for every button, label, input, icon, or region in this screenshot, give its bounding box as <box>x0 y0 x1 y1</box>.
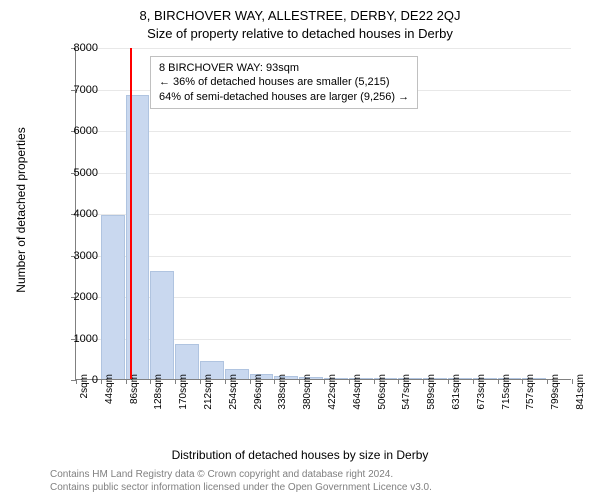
x-tick-mark <box>498 379 499 384</box>
y-tick-label: 3000 <box>74 250 98 262</box>
x-tick-label: 506sqm <box>377 374 388 410</box>
x-tick-mark <box>473 379 474 384</box>
x-tick-label: 2sqm <box>79 374 90 398</box>
marker-line <box>130 48 132 379</box>
x-tick-label: 841sqm <box>575 374 586 410</box>
y-tick-label: 5000 <box>74 167 98 179</box>
y-tick-label: 4000 <box>74 208 98 220</box>
x-tick-mark <box>101 379 102 384</box>
chart-title-sub: Size of property relative to detached ho… <box>0 26 600 41</box>
x-tick-label: 254sqm <box>228 374 239 410</box>
x-tick-mark <box>349 379 350 384</box>
annotation-line1: 8 BIRCHOVER WAY: 93sqm <box>159 61 409 75</box>
footer-line2: Contains public sector information licen… <box>50 481 432 494</box>
x-tick-mark <box>175 379 176 384</box>
grid-line <box>76 131 571 132</box>
x-tick-label: 799sqm <box>550 374 561 410</box>
x-tick-label: 589sqm <box>426 374 437 410</box>
x-tick-label: 338sqm <box>277 374 288 410</box>
x-tick-label: 212sqm <box>203 374 214 410</box>
x-tick-label: 170sqm <box>178 374 189 410</box>
x-tick-mark <box>274 379 275 384</box>
y-tick-label: 2000 <box>74 291 98 303</box>
x-tick-label: 547sqm <box>401 374 412 410</box>
y-tick-label: 1000 <box>74 333 98 345</box>
x-tick-mark <box>547 379 548 384</box>
x-tick-label: 673sqm <box>476 374 487 410</box>
x-tick-label: 715sqm <box>501 374 512 410</box>
y-tick-label: 6000 <box>74 125 98 137</box>
x-tick-mark <box>398 379 399 384</box>
x-tick-mark <box>225 379 226 384</box>
histogram-bar <box>150 271 174 379</box>
chart-title-main: 8, BIRCHOVER WAY, ALLESTREE, DERBY, DE22… <box>0 8 600 23</box>
annotation-box: 8 BIRCHOVER WAY: 93sqm ← 36% of detached… <box>150 56 418 109</box>
x-tick-label: 464sqm <box>352 374 363 410</box>
x-tick-mark <box>423 379 424 384</box>
x-tick-label: 296sqm <box>253 374 264 410</box>
x-tick-label: 422sqm <box>327 374 338 410</box>
grid-line <box>76 214 571 215</box>
x-tick-mark <box>448 379 449 384</box>
x-tick-mark <box>572 379 573 384</box>
y-tick-label: 7000 <box>74 84 98 96</box>
y-axis-label: Number of detached properties <box>14 127 28 292</box>
x-tick-mark <box>299 379 300 384</box>
footer-line1: Contains HM Land Registry data © Crown c… <box>50 468 432 481</box>
x-tick-label: 44sqm <box>104 374 115 404</box>
histogram-bar <box>101 215 125 379</box>
grid-line <box>76 173 571 174</box>
x-axis-label: Distribution of detached houses by size … <box>0 448 600 462</box>
x-tick-mark <box>324 379 325 384</box>
grid-line <box>76 256 571 257</box>
grid-line <box>76 48 571 49</box>
x-tick-label: 631sqm <box>451 374 462 410</box>
x-tick-label: 380sqm <box>302 374 313 410</box>
x-tick-mark <box>200 379 201 384</box>
x-tick-mark <box>522 379 523 384</box>
x-tick-mark <box>126 379 127 384</box>
x-tick-label: 128sqm <box>153 374 164 410</box>
y-tick-label: 0 <box>92 374 98 386</box>
x-tick-mark <box>150 379 151 384</box>
annotation-line3: 64% of semi-detached houses are larger (… <box>159 90 409 104</box>
x-tick-mark <box>374 379 375 384</box>
y-tick-label: 8000 <box>74 42 98 54</box>
x-tick-label: 757sqm <box>525 374 536 410</box>
x-tick-mark <box>250 379 251 384</box>
footer-attribution: Contains HM Land Registry data © Crown c… <box>50 468 432 494</box>
annotation-line2: ← 36% of detached houses are smaller (5,… <box>159 75 409 89</box>
x-tick-mark <box>76 379 77 384</box>
